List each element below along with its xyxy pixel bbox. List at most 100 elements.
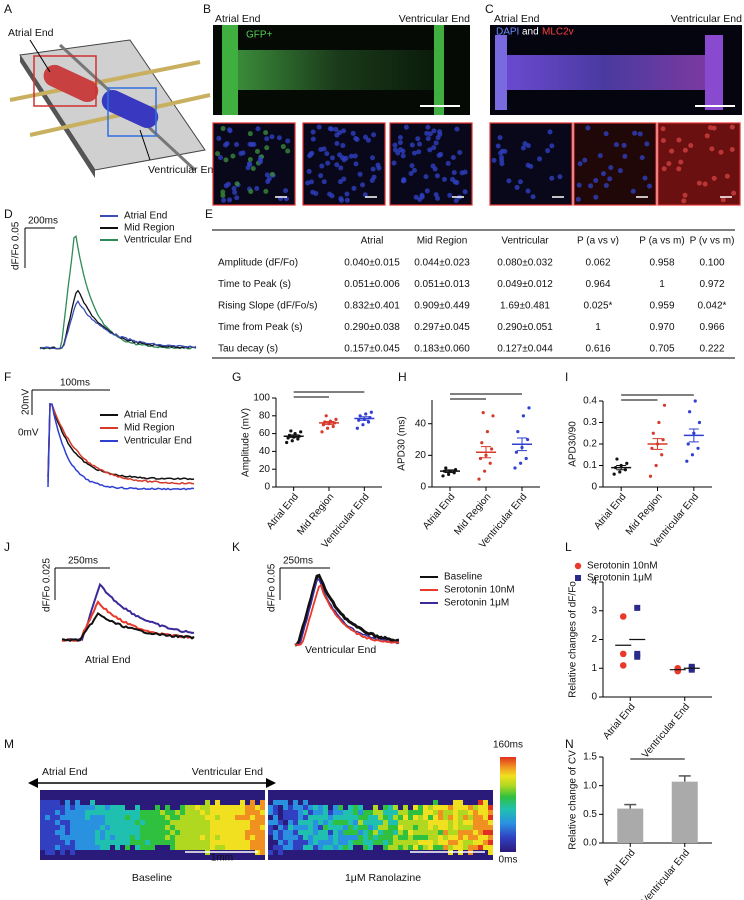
heat-cell xyxy=(468,835,473,840)
heat-cell xyxy=(273,815,278,820)
heat-cell xyxy=(80,830,85,835)
heat-cell xyxy=(288,790,293,795)
heat-cell xyxy=(100,815,105,820)
heat-cell xyxy=(418,820,423,825)
heat-cell xyxy=(185,830,190,835)
heat-cell xyxy=(130,795,135,800)
heat-cell xyxy=(478,815,483,820)
heat-cell xyxy=(105,815,110,820)
heat-cell xyxy=(155,790,160,795)
nucleus xyxy=(224,141,230,147)
heat-cell xyxy=(135,855,140,860)
heat-cell xyxy=(358,815,363,820)
heat-cell xyxy=(288,805,293,810)
heat-cell xyxy=(323,815,328,820)
heat-cell xyxy=(353,800,358,805)
heat-cell xyxy=(353,820,358,825)
nucleus xyxy=(223,157,229,163)
heat-cell xyxy=(185,815,190,820)
heat-cell xyxy=(45,855,50,860)
heat-cell xyxy=(293,835,298,840)
heat-cell xyxy=(145,845,150,850)
heat-cell xyxy=(85,805,90,810)
legend-label: Ventricular End xyxy=(124,235,192,246)
heat-cell xyxy=(308,850,313,855)
heat-cell xyxy=(55,830,60,835)
heat-cell xyxy=(130,810,135,815)
point xyxy=(648,474,653,478)
heat-cell xyxy=(293,825,298,830)
heat-cell xyxy=(175,815,180,820)
heat-cell xyxy=(80,840,85,845)
heat-cell xyxy=(80,855,85,860)
heat-cell xyxy=(120,820,125,825)
nucleus xyxy=(249,141,255,147)
heat-cell xyxy=(413,800,418,805)
heat-cell xyxy=(378,820,383,825)
scale-label: dF/Fo 0.025 xyxy=(42,558,53,612)
heat-cell xyxy=(255,810,260,815)
error-bar xyxy=(445,469,455,473)
nucleus xyxy=(334,141,340,147)
nucleus xyxy=(549,143,555,149)
heat-cell xyxy=(90,805,95,810)
heat-cell xyxy=(60,800,65,805)
nucleus xyxy=(411,167,417,173)
caption: Ventricular End xyxy=(305,644,376,656)
heat-cell xyxy=(363,840,368,845)
nucleus xyxy=(234,195,240,201)
heat-cell xyxy=(50,830,55,835)
heat-cell xyxy=(348,810,353,815)
heat-cell xyxy=(205,790,210,795)
heat-cell xyxy=(95,830,100,835)
heat-cell xyxy=(140,850,145,855)
heat-cell xyxy=(105,790,110,795)
heat-cell xyxy=(323,855,328,860)
heat-cell xyxy=(85,830,90,835)
nucleus xyxy=(397,134,403,140)
heat-cell xyxy=(240,845,245,850)
heat-cell xyxy=(308,815,313,820)
heat-cell xyxy=(150,820,155,825)
heat-cell xyxy=(60,850,65,855)
heat-cell xyxy=(443,830,448,835)
heat-cell xyxy=(55,790,60,795)
heat-cell xyxy=(418,805,423,810)
heat-cell xyxy=(438,845,443,850)
cell: 0.157±0.045 xyxy=(344,344,400,355)
heat-cell xyxy=(130,815,135,820)
heat-cell xyxy=(318,810,323,815)
heat-cell xyxy=(40,845,45,850)
heat-cell xyxy=(205,835,210,840)
nucleus xyxy=(603,183,609,189)
heat-cell xyxy=(303,850,308,855)
heat-cell xyxy=(60,830,65,835)
nucleus xyxy=(230,153,236,159)
legend-swatch xyxy=(574,562,582,570)
heat-cell xyxy=(90,850,95,855)
nucleus xyxy=(220,189,226,195)
scale-label: 200ms xyxy=(28,216,58,227)
heat-cell xyxy=(423,815,428,820)
heat-cell xyxy=(180,815,185,820)
heat-cell xyxy=(235,805,240,810)
heat-cell xyxy=(255,855,260,860)
point xyxy=(519,461,523,465)
nucleus xyxy=(557,174,563,180)
heat-cell xyxy=(378,815,383,820)
heat-cell xyxy=(293,820,298,825)
heat-cell xyxy=(60,825,65,830)
heat-cell xyxy=(353,830,358,835)
cell: 0.183±0.060 xyxy=(414,344,470,355)
heat-cell xyxy=(383,800,388,805)
heat-cell xyxy=(388,795,393,800)
heat-cell xyxy=(140,795,145,800)
heat-cell xyxy=(195,835,200,840)
y-tick-label: 0 xyxy=(420,482,426,493)
nucleus xyxy=(360,182,366,188)
heat-cell xyxy=(45,850,50,855)
heat-cell xyxy=(478,820,483,825)
heat-cell xyxy=(278,820,283,825)
nucleus xyxy=(337,152,343,158)
nucleus xyxy=(285,148,291,154)
